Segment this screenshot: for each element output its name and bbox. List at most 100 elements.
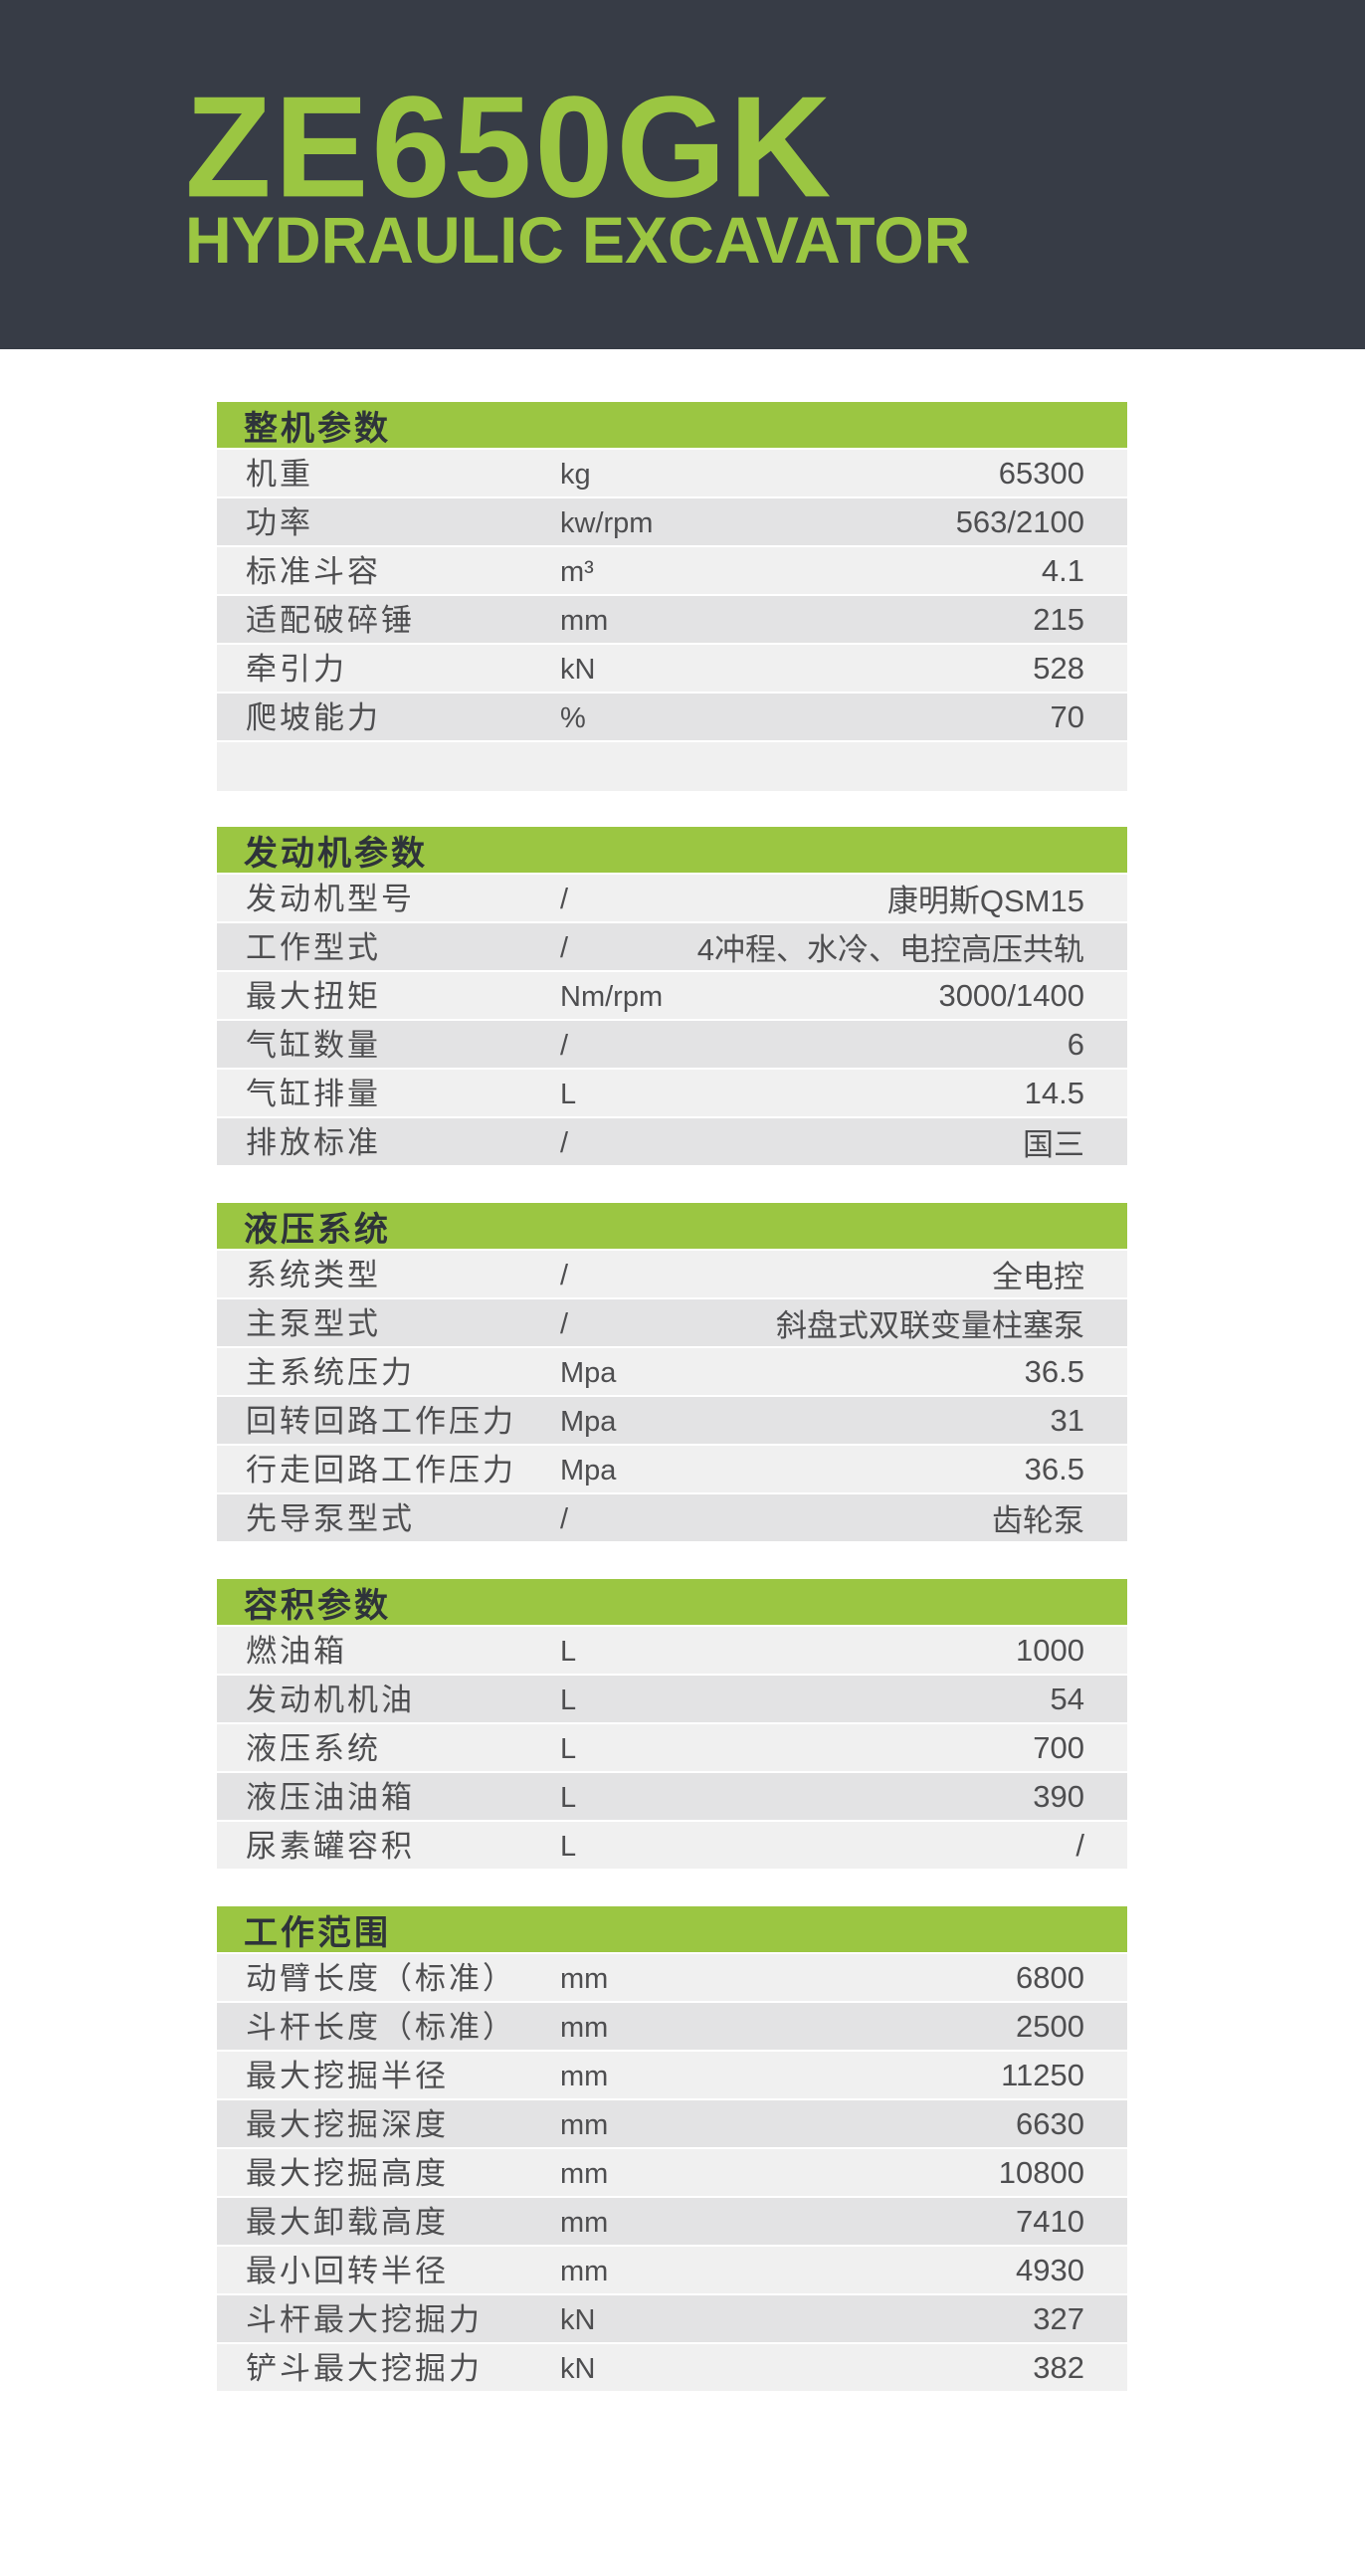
spec-unit: kN [560,2304,596,2336]
spec-label: 回转回路工作压力 [246,1404,516,1439]
spec-label: 主泵型式 [246,1306,381,1341]
spec-unit: mm [560,2012,609,2044]
spec-label: 牵引力 [246,652,347,687]
spec-row: 工作型式 / 4冲程、水冷、电控高压共轨 [217,923,1127,972]
spec-value: 全电控 [992,1260,1084,1294]
spec-unit: / [560,1030,569,1062]
spec-value: 36.5 [1024,1353,1084,1389]
spec-value: 65300 [998,455,1084,491]
spec-row: 主系统压力 Mpa 36.5 [217,1348,1127,1397]
spec-value: 4930 [1016,2252,1084,2287]
spec-row: 最大扭矩 Nm/rpm 3000/1400 [217,972,1127,1021]
spec-unit: L [560,1782,577,1814]
spec-section: 工作范围动臂长度（标准） mm 6800 斗杆长度（标准） mm 2500 最大挖掘半径 mm… [217,1906,1127,2393]
spec-label: 标准斗容 [246,554,381,589]
spec-unit: mm [560,2158,609,2190]
spec-unit: / [560,932,569,964]
spec-value: 700 [1033,1729,1084,1765]
spec-label: 适配破碎锤 [246,603,415,638]
spec-label: 最大挖掘深度 [246,2107,449,2142]
spec-unit: Mpa [560,1357,617,1389]
spec-value: / [1075,1827,1084,1863]
spec-value: 31 [1050,1402,1084,1438]
spec-label: 最小回转半径 [246,2254,449,2288]
section-header: 液压系统 [217,1203,1127,1251]
spec-value: 6 [1067,1026,1084,1062]
spec-unit: / [560,1127,569,1159]
spec-unit: L [560,1684,577,1716]
spec-row: 最大卸载高度 mm 7410 [217,2198,1127,2247]
spec-section: 整机参数 机重 kg 65300 功率 kw/rpm 563/2100 标准斗容 m³ 4.1 适配… [217,402,1127,791]
spec-label: 先导泵型式 [246,1501,415,1536]
spec-row: 气缸数量 / 6 [217,1021,1127,1070]
spec-unit: L [560,1636,577,1668]
machine-type-subtitle: HYDRAULIC EXCAVATOR [185,203,971,277]
spec-value: 6800 [1016,1959,1084,1995]
spec-unit: kN [560,2353,596,2385]
spec-unit: L [560,1831,577,1863]
spec-value: 4.1 [1041,552,1084,588]
spec-row: 牵引力 kN 528 [217,645,1127,694]
spec-value: 7410 [1016,2203,1084,2239]
spec-value: 康明斯QSM15 [886,884,1084,918]
spec-label: 主系统压力 [246,1355,415,1390]
spec-section: 液压系统 系统类型 / 全电控 主泵型式 / 斜盘式双联变量柱塞泵 主系统压力 Mpa 36.5 回… [217,1203,1127,1543]
spec-value: 70 [1050,698,1084,734]
spec-row: 爬坡能力% 70 [217,694,1127,742]
spec-row: 气缸排量 L 14.5 [217,1070,1127,1118]
spec-label: 燃油箱 [246,1634,347,1669]
spec-row: 斗杆长度（标准） mm 2500 [217,2003,1127,2052]
section-header: 容积参数 [217,1579,1127,1627]
spec-row: 先导泵型式 / 齿轮泵 [217,1494,1127,1543]
spec-value: 215 [1033,601,1084,637]
spec-value: 3000/1400 [938,977,1084,1013]
spec-value: 2500 [1016,2008,1084,2044]
section-header: 发动机参数 [217,827,1127,875]
section-header: 整机参数 [217,402,1127,450]
spec-row: 尿素罐容积 L / [217,1822,1127,1871]
spec-value: 10800 [998,2154,1084,2190]
spec-row: 发动机机油 L 54 [217,1676,1127,1724]
spec-unit: / [560,884,569,915]
spec-label: 爬坡能力 [246,700,381,735]
spec-label: 发动机机油 [246,1683,415,1717]
spec-label: 液压系统 [246,1731,381,1766]
spec-row: 最小回转半径 mm 4930 [217,2247,1127,2295]
spec-unit: Mpa [560,1455,617,1486]
spec-label: 斗杆长度（标准） [246,2010,516,2045]
spec-section: 发动机参数 发动机型号 / 康明斯QSM15 工作型式 / 4冲程、水冷、电控高压共轨 最大扭… [217,827,1127,1167]
spec-value: 国三 [1023,1127,1084,1162]
spec-label: 排放标准 [246,1125,381,1160]
spec-value: 36.5 [1024,1451,1084,1486]
spec-value: 斜盘式双联变量柱塞泵 [776,1308,1084,1343]
spec-label: 尿素罐容积 [246,1829,415,1864]
spec-row: 机重 kg 65300 [217,450,1127,498]
spec-row: 回转回路工作压力 Mpa 31 [217,1397,1127,1446]
model-title: ZE650GK [185,66,835,228]
spec-unit: mm [560,1963,609,1995]
spec-unit: Nm/rpm [560,981,664,1013]
spec-value: 齿轮泵 [992,1503,1084,1538]
spec-label: 行走回路工作压力 [246,1453,516,1487]
spec-value: 11250 [1001,2057,1084,2092]
spec-label: 动臂长度（标准） [246,1961,516,1996]
spec-row: 斗杆最大挖掘力 kN 327 [217,2295,1127,2344]
spec-tables: 整机参数 机重 kg 65300 功率 kw/rpm 563/2100 标准斗容 m³ 4.1 适配… [217,402,1127,2393]
spec-label: 工作型式 [246,930,381,965]
section-header: 工作范围 [217,1906,1127,1954]
spec-unit: / [560,1260,569,1291]
spec-unit: Mpa [560,1406,617,1438]
spec-row: 最大挖掘半径 mm 11250 [217,2052,1127,2100]
hero-banner: ZE650GK HYDRAULIC EXCAVATOR [0,0,1365,349]
spec-unit: mm [560,2256,609,2287]
spec-label: 斗杆最大挖掘力 [246,2302,483,2337]
spec-unit: / [560,1308,569,1340]
spec-label: 最大卸载高度 [246,2205,449,2240]
spec-unit: L [560,1079,577,1110]
spec-label: 机重 [246,457,313,492]
spec-unit: mm [560,2207,609,2239]
spec-unit: mm [560,605,609,637]
spec-value: 14.5 [1024,1075,1084,1110]
spec-unit: L [560,1733,577,1765]
